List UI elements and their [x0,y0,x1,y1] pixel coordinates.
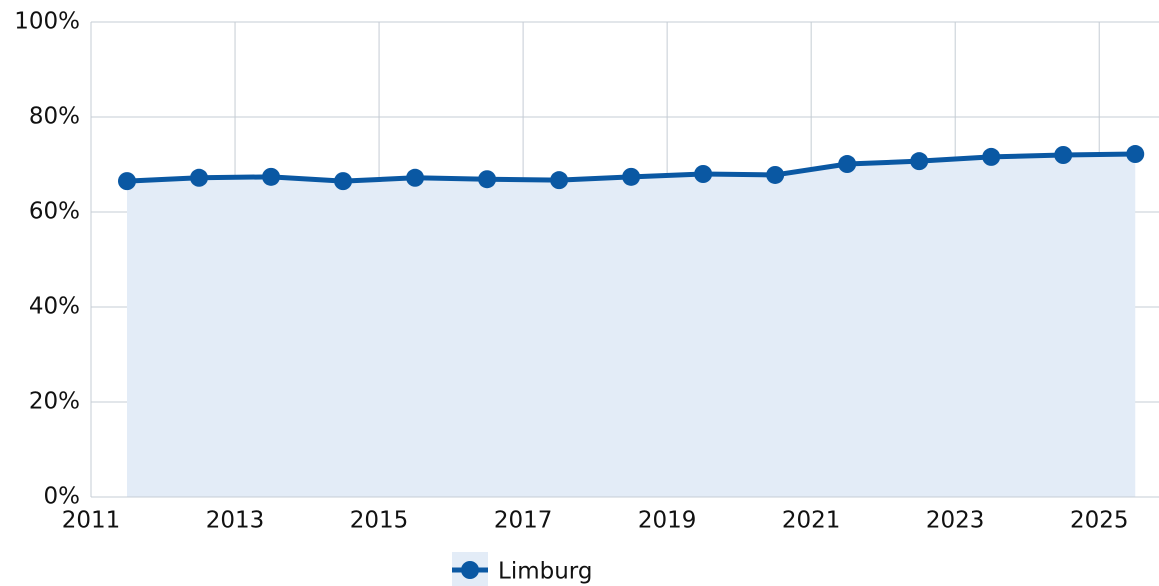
x-tick-label: 2015 [350,508,409,534]
marker [118,172,137,191]
marker [1126,145,1145,164]
marker [910,152,929,171]
y-tick-label: 100% [14,9,80,35]
legend-marker [461,561,479,579]
area [127,154,1136,498]
marker [694,165,713,183]
marker [334,172,353,191]
x-tick-label: 2017 [494,508,553,534]
y-tick-label: 0% [44,484,81,510]
legend-label: Limburg [498,559,592,585]
y-tick-label: 20% [29,389,80,415]
y-tick-label: 60% [29,199,80,225]
x-tick-label: 2011 [62,508,121,534]
marker [406,168,425,187]
marker [622,167,641,186]
x-tick-label: 2025 [1070,508,1129,534]
marker [190,168,209,187]
x-tick-label: 2013 [206,508,265,534]
marker [262,167,281,186]
y-tick-label: 40% [29,294,80,320]
marker [982,147,1001,166]
y-tick-label: 80% [29,104,80,130]
marker [766,165,785,184]
marker [838,155,857,174]
x-tick-label: 2023 [926,508,985,534]
marker [1054,146,1073,164]
x-tick-label: 2021 [782,508,841,534]
x-tick-label: 2019 [638,508,697,534]
marker [478,170,497,189]
marker [550,171,569,190]
